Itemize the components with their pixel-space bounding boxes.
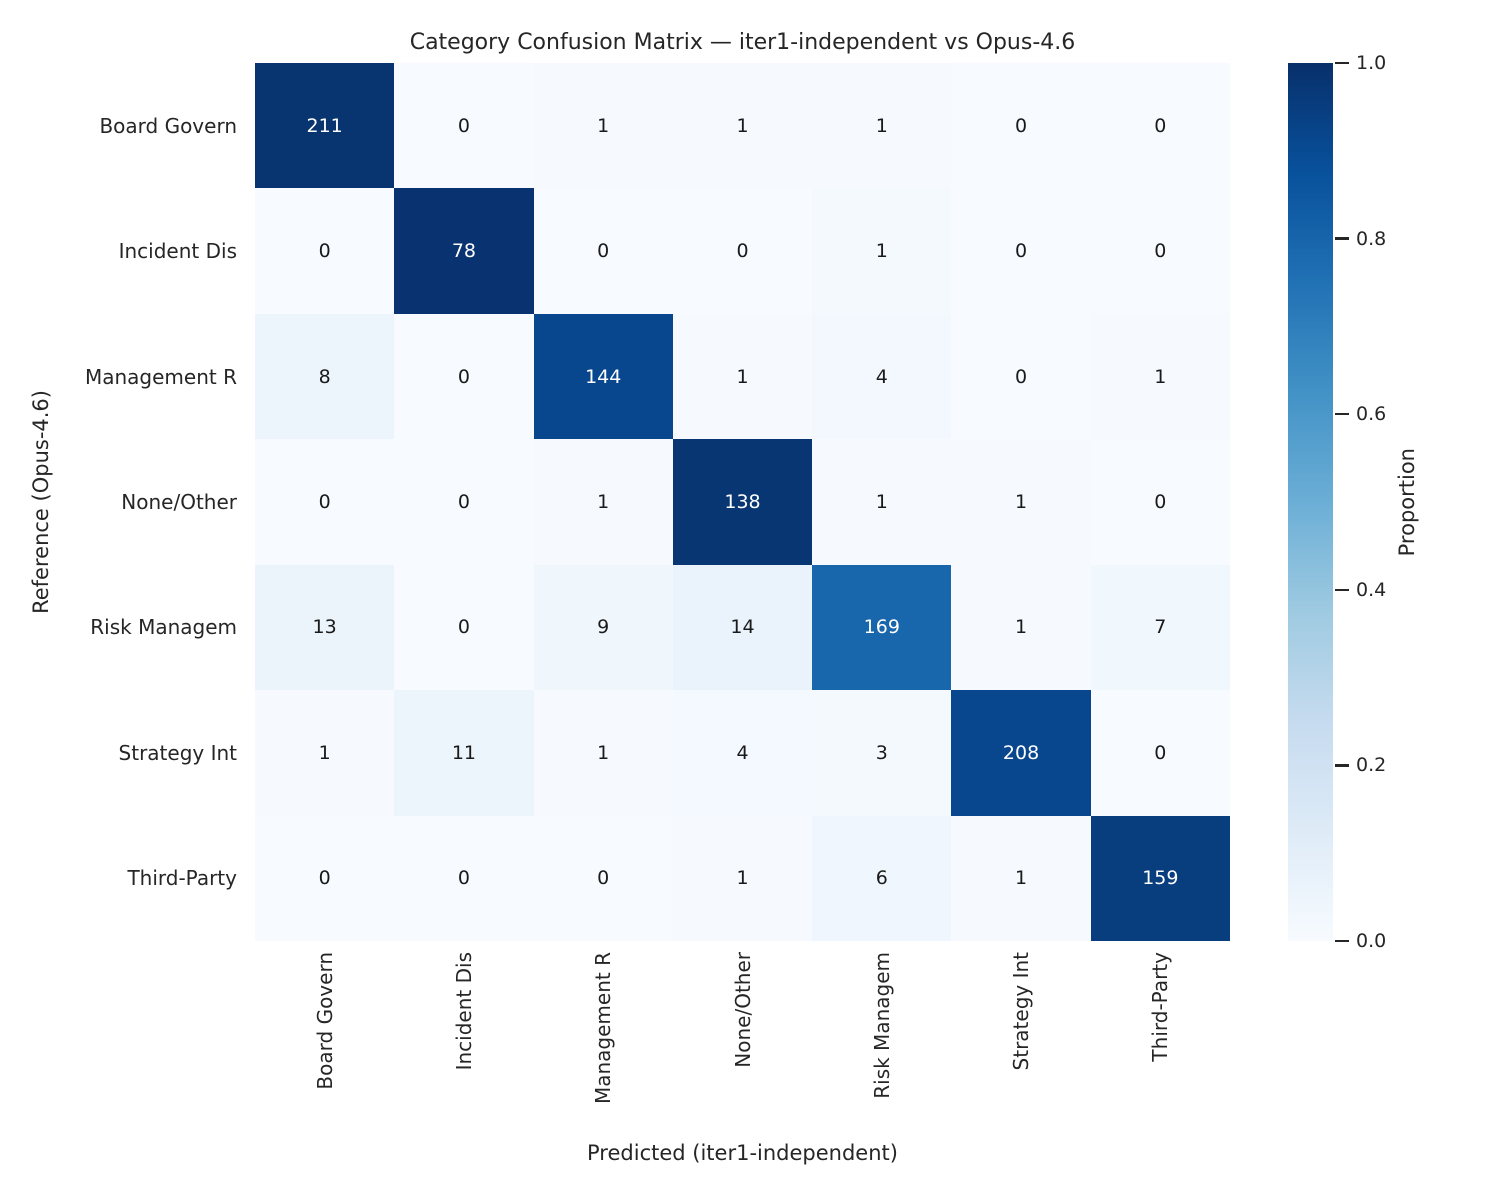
col-tick-label: Board Govern [310, 952, 340, 1090]
matrix-cell: 0 [255, 439, 395, 565]
matrix-cell: 0 [394, 439, 534, 565]
matrix-cell: 0 [951, 313, 1091, 440]
row-tick-label: Third-Party [127, 866, 237, 891]
col-tick-label: Incident Dis [449, 952, 479, 1070]
col-tick-label: Strategy Int [1006, 952, 1036, 1070]
matrix-cell: 13 [255, 564, 395, 691]
matrix-cell: 1 [951, 439, 1091, 565]
matrix-cell: 208 [951, 690, 1091, 816]
matrix-cell: 0 [672, 188, 813, 314]
matrix-cell: 1 [533, 63, 673, 189]
colorbar-tick-label: 1.0 [1356, 52, 1387, 74]
matrix-cell: 14 [672, 564, 813, 691]
colorbar-tick [1335, 412, 1349, 416]
matrix-cell: 169 [812, 564, 952, 691]
matrix-cell: 1 [951, 815, 1091, 941]
matrix-cell: 1 [1090, 313, 1230, 440]
col-tick-label-text: Risk Managem [869, 952, 894, 1099]
col-tick-label: Third-Party [1145, 952, 1175, 1062]
colorbar-tick-label: 0.2 [1356, 754, 1387, 777]
matrix-cell: 0 [1090, 188, 1230, 314]
matrix-cell: 6 [812, 815, 952, 941]
col-tick-label-text: Third-Party [1148, 952, 1173, 1062]
colorbar-tick [1335, 61, 1349, 65]
col-tick-label: None/Other [728, 952, 758, 1068]
colorbar-label: Proportion [1395, 447, 1419, 557]
matrix-cell: 8 [255, 313, 395, 440]
y-axis-label: Reference (Opus-4.6) [29, 390, 53, 614]
matrix-cell: 1 [951, 564, 1091, 691]
matrix-cell: 0 [951, 63, 1091, 189]
matrix-cell: 3 [812, 690, 952, 816]
matrix-cell: 0 [394, 63, 534, 189]
colorbar-tick-label: 0.4 [1356, 578, 1387, 601]
chart-title: Category Confusion Matrix — iter1-indepe… [409, 30, 1076, 55]
row-tick-label: Incident Dis [118, 239, 237, 264]
x-axis-label: Predicted (iter1-independent) [587, 1141, 898, 1165]
colorbar-tick [1335, 237, 1349, 240]
matrix-cell: 4 [672, 690, 813, 816]
matrix-cell: 1 [533, 690, 673, 816]
matrix-cell: 0 [533, 815, 673, 941]
colorbar-gradient [1288, 63, 1333, 941]
colorbar-label-wrap: Proportion [1394, 63, 1420, 941]
col-tick-label-text: None/Other [730, 952, 755, 1068]
heatmap: 211 0 1 1 1 0 0 0 78 0 0 1 0 0 8 0 144 1 4 0 1 0 0 1 138 1 1 0 13 0 9 1… [255, 63, 1230, 941]
col-tick-label-text: Board Govern [312, 952, 337, 1090]
matrix-cell: 0 [394, 313, 534, 440]
matrix-cell: 0 [533, 188, 673, 314]
matrix-cell: 1 [812, 439, 952, 565]
matrix-cell: 4 [812, 313, 952, 440]
matrix-cell: 1 [812, 63, 952, 189]
matrix-cell: 211 [255, 63, 395, 189]
row-tick-label: Risk Managem [90, 615, 237, 640]
col-tick-label-text: Management R [591, 952, 616, 1105]
matrix-cell: 0 [951, 188, 1091, 314]
matrix-cell: 138 [672, 439, 813, 565]
matrix-cell: 11 [394, 690, 534, 816]
matrix-cell: 0 [1090, 690, 1230, 816]
col-tick-label-text: Strategy Int [1009, 952, 1034, 1071]
matrix-cell: 0 [1090, 63, 1230, 189]
matrix-cell: 1 [812, 188, 952, 314]
colorbar-tick [1335, 588, 1349, 592]
matrix-cell: 1 [255, 690, 395, 816]
matrix-cell: 0 [394, 564, 534, 691]
matrix-cell: 9 [533, 564, 673, 691]
colorbar-tick-label: 0.6 [1356, 403, 1387, 426]
row-tick-label: Strategy Int [118, 740, 237, 765]
matrix-cell: 0 [394, 815, 534, 941]
matrix-cell: 0 [1090, 439, 1230, 565]
matrix-cell: 0 [255, 188, 395, 314]
colorbar-tick-label: 0.8 [1356, 227, 1387, 250]
colorbar-tick [1335, 939, 1349, 943]
row-tick-label: None/Other [121, 490, 237, 514]
col-tick-label-text: Incident Dis [451, 952, 476, 1071]
colorbar-tick [1335, 764, 1349, 767]
matrix-cell: 1 [672, 815, 813, 941]
colorbar-tick-label: 0.0 [1356, 930, 1387, 952]
matrix-cell: 144 [533, 313, 673, 440]
matrix-cell: 78 [394, 188, 534, 314]
matrix-cell: 7 [1090, 564, 1230, 691]
matrix-cell: 0 [255, 815, 395, 941]
matrix-cell: 1 [672, 63, 813, 189]
row-tick-label: Management R [84, 364, 237, 389]
row-tick-label: Board Govern [99, 113, 237, 138]
matrix-cell: 159 [1090, 815, 1230, 941]
col-tick-label: Management R [588, 952, 618, 1104]
col-tick-label: Risk Managem [867, 952, 897, 1099]
matrix-cell: 1 [672, 313, 813, 440]
y-axis-label-wrap: Reference (Opus-4.6) [27, 63, 55, 941]
matrix-cell: 1 [533, 439, 673, 565]
